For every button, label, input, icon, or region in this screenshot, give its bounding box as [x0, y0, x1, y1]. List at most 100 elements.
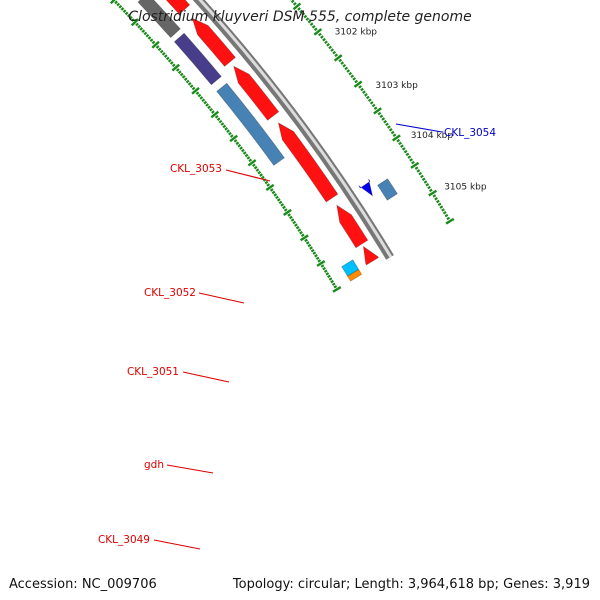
cds-arc: [362, 245, 379, 266]
tick-mark: [187, 82, 192, 86]
leader-line: [153, 539, 201, 550]
tick-mark: [294, 223, 298, 227]
tick-mark: [314, 253, 318, 258]
accession-text: Accession: NC_009706: [9, 577, 157, 592]
tick-mark: [131, 18, 135, 22]
tick-mark: [130, 18, 140, 27]
tick-mark: [383, 119, 387, 124]
tick-mark: [159, 49, 164, 54]
tick-mark: [120, 7, 125, 11]
tick-mark: [181, 75, 186, 79]
tick-mark: [409, 158, 413, 162]
tick-mark: [139, 27, 144, 31]
gene-label: CKL_3053: [170, 163, 222, 175]
map-title: Clostridium kluyveri DSM 555, complete g…: [128, 9, 472, 25]
tick-mark: [151, 40, 156, 45]
tick-mark: [189, 84, 194, 88]
tick-mark: [367, 98, 372, 102]
tick-mark: [414, 166, 419, 170]
tick-mark: [290, 0, 295, 4]
tick-mark: [313, 27, 318, 32]
tick-mark: [305, 241, 310, 245]
tick-mark: [434, 197, 438, 201]
gene-marker-arc: [358, 178, 374, 197]
tick-mark: [387, 125, 391, 129]
tick-mark: [309, 246, 313, 250]
tick-mark: [235, 141, 240, 146]
tick-mark: [411, 160, 415, 165]
tick-mark: [275, 195, 279, 200]
kbp-label: 3105 kbp: [444, 182, 487, 192]
tick-mark: [165, 56, 170, 61]
tick-mark: [207, 105, 211, 110]
gene-marker-arc: [377, 178, 398, 201]
tick-mark: [330, 279, 334, 284]
tick-mark: [177, 70, 182, 75]
tick-mark: [244, 153, 249, 158]
tick-mark: [435, 199, 440, 204]
tick-mark: [396, 138, 401, 143]
tick-mark: [392, 133, 397, 137]
tick-mark: [300, 233, 305, 237]
tick-mark: [360, 87, 364, 92]
tick-mark: [161, 52, 166, 56]
gene-label: CKL_3051: [127, 366, 179, 378]
tick-mark: [199, 96, 204, 100]
tick-mark: [292, 220, 297, 225]
tick-mark: [327, 274, 331, 279]
tick-mark: [332, 286, 342, 293]
tick-mark: [264, 180, 269, 185]
tick-mark: [137, 24, 141, 29]
gene-label: CKL_3052: [144, 287, 196, 299]
tick-mark: [226, 129, 230, 134]
tick-mark: [248, 158, 253, 163]
tick-mark: [307, 19, 312, 24]
tick-mark: [439, 205, 444, 209]
tick-mark: [333, 54, 343, 62]
tick-mark: [209, 107, 213, 112]
tick-mark: [301, 12, 306, 16]
tick-mark: [328, 277, 333, 281]
tick-mark: [425, 183, 430, 187]
tick-mark: [145, 33, 150, 38]
tick-mark: [265, 183, 275, 192]
tick-mark: [320, 264, 325, 268]
tick-mark: [205, 103, 210, 107]
tick-mark: [157, 47, 162, 52]
tick-mark: [371, 103, 376, 108]
tick-mark: [318, 32, 322, 37]
tick-mark: [229, 134, 234, 138]
tick-mark: [362, 90, 366, 94]
tick-mark: [169, 61, 174, 65]
gene-label: gdh: [144, 459, 164, 471]
tick-mark: [155, 45, 160, 49]
tick-mark: [247, 159, 257, 167]
tick-mark: [312, 251, 317, 255]
tick-mark: [326, 43, 330, 47]
tick-mark: [143, 31, 148, 36]
tick-mark: [185, 79, 190, 84]
cds-arc: [165, 0, 191, 15]
cog-arc: [173, 32, 222, 86]
tick-mark: [259, 173, 263, 177]
tick-mark: [246, 156, 251, 160]
tick-mark: [290, 218, 295, 222]
tick-mark: [210, 110, 220, 119]
tick-mark: [437, 202, 442, 207]
tick-mark: [418, 171, 423, 176]
tick-mark: [307, 243, 312, 248]
tick-mark: [338, 58, 343, 63]
leader-line: [166, 464, 214, 474]
tick-mark: [191, 87, 200, 95]
tick-mark: [442, 211, 447, 215]
tick-mark: [445, 217, 455, 225]
tick-mark: [295, 225, 300, 230]
tick-mark: [163, 54, 168, 58]
tick-mark: [310, 248, 315, 253]
tick-mark: [283, 208, 288, 212]
tick-mark: [276, 198, 281, 202]
tick-mark: [322, 266, 326, 271]
tick-mark: [401, 147, 406, 151]
tick-mark: [255, 168, 260, 172]
